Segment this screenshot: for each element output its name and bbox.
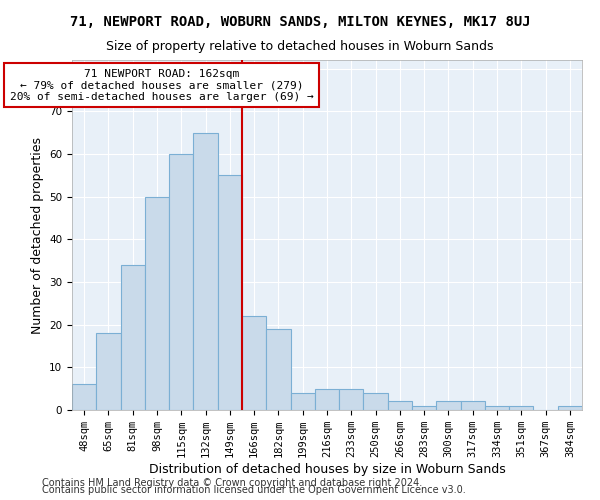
X-axis label: Distribution of detached houses by size in Woburn Sands: Distribution of detached houses by size … — [149, 463, 505, 476]
Bar — [436, 402, 461, 410]
Bar — [315, 388, 339, 410]
Bar — [218, 175, 242, 410]
Bar — [193, 132, 218, 410]
Bar — [242, 316, 266, 410]
Bar — [96, 333, 121, 410]
Text: Size of property relative to detached houses in Woburn Sands: Size of property relative to detached ho… — [106, 40, 494, 53]
Bar — [412, 406, 436, 410]
Text: 71 NEWPORT ROAD: 162sqm
← 79% of detached houses are smaller (279)
20% of semi-d: 71 NEWPORT ROAD: 162sqm ← 79% of detache… — [10, 68, 314, 102]
Bar — [121, 265, 145, 410]
Text: Contains HM Land Registry data © Crown copyright and database right 2024.: Contains HM Land Registry data © Crown c… — [42, 478, 422, 488]
Text: Contains public sector information licensed under the Open Government Licence v3: Contains public sector information licen… — [42, 485, 466, 495]
Bar — [364, 393, 388, 410]
Bar — [485, 406, 509, 410]
Bar — [290, 393, 315, 410]
Y-axis label: Number of detached properties: Number of detached properties — [31, 136, 44, 334]
Bar — [266, 329, 290, 410]
Bar — [509, 406, 533, 410]
Bar — [461, 402, 485, 410]
Text: 71, NEWPORT ROAD, WOBURN SANDS, MILTON KEYNES, MK17 8UJ: 71, NEWPORT ROAD, WOBURN SANDS, MILTON K… — [70, 15, 530, 29]
Bar — [558, 406, 582, 410]
Bar — [145, 196, 169, 410]
Bar — [169, 154, 193, 410]
Bar — [339, 388, 364, 410]
Bar — [72, 384, 96, 410]
Bar — [388, 402, 412, 410]
